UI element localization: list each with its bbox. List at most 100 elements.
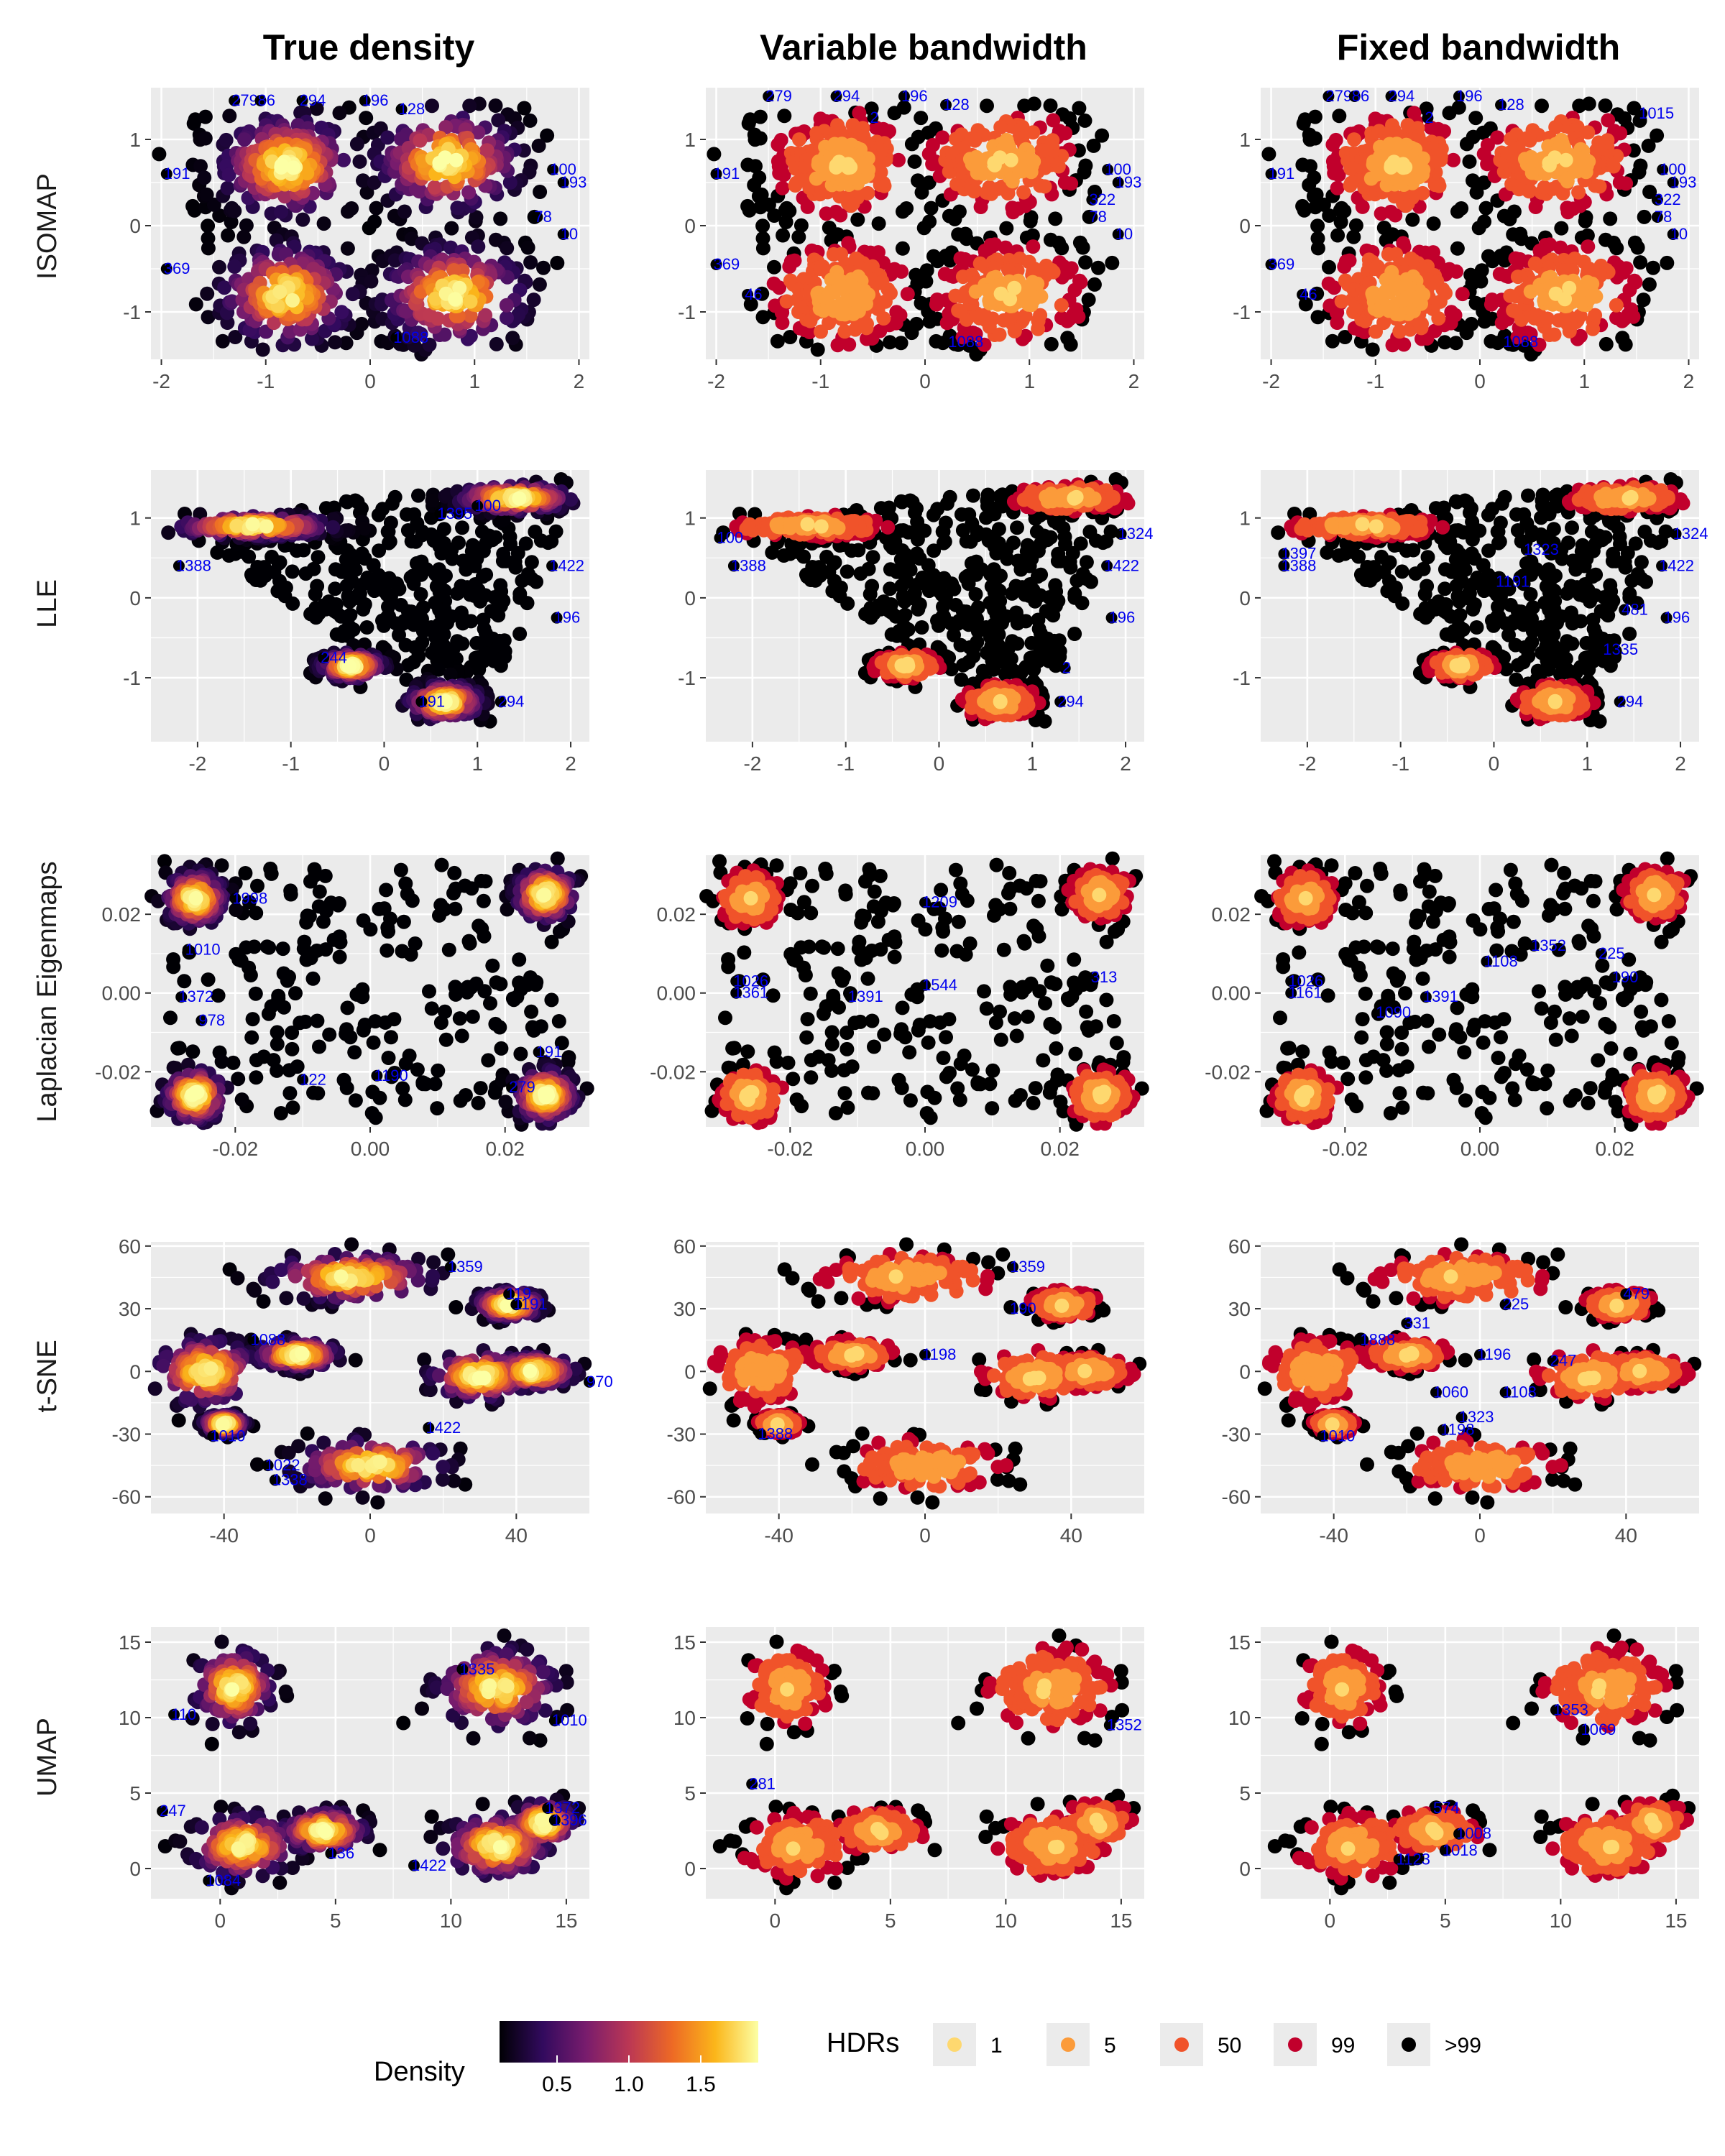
data-point [1565, 520, 1579, 535]
data-point [1307, 109, 1322, 124]
row-title-laplacian-eigenmaps: Laplacian Eigenmaps [32, 861, 63, 1122]
data-point [753, 131, 768, 146]
data-point [1497, 489, 1512, 505]
outlier-label: 86 [1352, 87, 1369, 105]
data-point [1332, 109, 1347, 124]
data-point [1075, 240, 1090, 255]
data-point [1003, 292, 1018, 307]
data-point [1420, 550, 1435, 565]
outlier-point [160, 168, 172, 180]
data-point [356, 602, 371, 617]
data-point [463, 308, 478, 323]
data-point [356, 173, 370, 188]
x-tick-label: 2 [1120, 752, 1131, 775]
data-point [471, 239, 486, 254]
data-point [1028, 594, 1043, 609]
x-tick-label: 1 [1026, 752, 1038, 775]
data-point [201, 241, 216, 256]
data-point [1561, 535, 1576, 550]
data-point [1010, 520, 1024, 535]
data-point [493, 211, 508, 226]
data-point [748, 159, 763, 174]
data-point [829, 158, 844, 173]
outlier-label: 1388 [731, 556, 766, 574]
x-tick-label: 2 [1683, 370, 1695, 392]
data-point [193, 159, 208, 174]
data-point [520, 596, 535, 611]
data-point [354, 546, 369, 561]
outlier-label: 1395 [437, 505, 472, 522]
data-point [221, 167, 236, 183]
outlier-label: 1388 [176, 556, 211, 574]
outlier-label: 193 [1670, 173, 1697, 191]
outlier-label: 196 [554, 609, 581, 627]
data-point [1044, 336, 1059, 351]
data-point [411, 488, 426, 503]
data-point [359, 185, 374, 200]
data-point [499, 298, 514, 313]
data-point [889, 305, 904, 320]
outlier-label: 100 [474, 497, 501, 515]
data-point [1630, 240, 1645, 255]
data-point [478, 308, 493, 323]
data-point [1105, 255, 1120, 270]
data-point [220, 180, 235, 195]
data-point [1537, 180, 1552, 195]
data-point [1295, 198, 1310, 213]
y-tick-label: 1 [129, 129, 141, 151]
data-point [364, 263, 380, 278]
data-point [1455, 287, 1470, 302]
outlier-label: 2 [870, 109, 878, 126]
outlier-label: 10 [561, 225, 578, 243]
data-point [1584, 524, 1599, 539]
data-point [740, 198, 755, 213]
outlier-label: 294 [834, 87, 860, 105]
data-point [909, 316, 924, 331]
data-point [1581, 239, 1596, 254]
x-tick-label: -2 [743, 752, 761, 775]
data-point [1374, 549, 1389, 564]
data-point [922, 214, 937, 229]
outlier-label: 191 [714, 165, 740, 183]
row-title-isomap: ISOMAP [32, 173, 63, 280]
outlier-label: 193 [561, 173, 587, 191]
data-point [932, 618, 946, 633]
data-point [310, 550, 326, 565]
outlier-label: 10 [1116, 225, 1133, 243]
data-point [1307, 170, 1322, 185]
data-point [531, 138, 546, 153]
data-point [455, 616, 470, 631]
data-point [334, 305, 349, 320]
data-point [200, 286, 215, 301]
data-point [935, 130, 950, 145]
y-tick-label: -1 [678, 301, 696, 323]
data-point [1637, 209, 1652, 224]
data-point [863, 610, 878, 625]
data-point [1426, 216, 1441, 231]
outlier-label: 191 [164, 165, 190, 183]
data-point [444, 221, 459, 236]
data-point [198, 109, 213, 124]
data-point [387, 489, 402, 505]
data-point [488, 98, 503, 113]
data-point [212, 259, 226, 275]
outlier-label: 322 [1655, 190, 1681, 208]
data-point [942, 489, 957, 505]
data-point [305, 331, 319, 346]
data-point [400, 523, 415, 538]
data-point [883, 335, 898, 350]
data-point [1330, 228, 1346, 243]
data-point [450, 201, 465, 216]
outlier-label: 196 [1109, 609, 1136, 627]
data-point [953, 637, 968, 653]
outlier-point [395, 103, 408, 115]
data-point [186, 116, 201, 131]
data-point [1020, 538, 1035, 553]
data-point [1609, 310, 1624, 326]
data-point [1603, 658, 1618, 673]
outlier-point [557, 229, 569, 240]
data-point [921, 175, 937, 190]
outlier-label: 128 [1498, 96, 1524, 114]
data-point [285, 292, 300, 308]
